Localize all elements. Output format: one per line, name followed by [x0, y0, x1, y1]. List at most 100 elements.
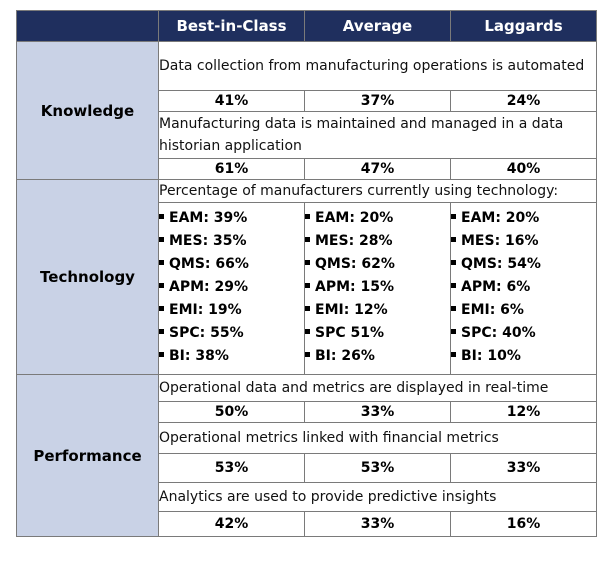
col-header-average: Average — [304, 10, 451, 42]
bullet-icon — [159, 259, 164, 265]
value-best-in-class: 50% — [158, 401, 305, 423]
tech-item: EMI: 12% — [305, 299, 450, 322]
metric-text: Operational data and metrics are display… — [158, 374, 597, 402]
value-best-in-class: 61% — [158, 158, 305, 180]
bullet-icon — [305, 236, 310, 242]
bullet-icon — [159, 236, 164, 242]
comparison-table: Best-in-Class Average Laggards Knowledge… — [16, 10, 597, 537]
category-performance: Performance — [16, 374, 159, 537]
tech-item-text: QMS: 62% — [315, 256, 395, 272]
value-laggards: 12% — [450, 401, 597, 423]
tech-item: SPC: 40% — [451, 322, 596, 345]
tech-item-text: EAM: 39% — [169, 210, 248, 226]
tech-item: QMS: 54% — [451, 253, 596, 276]
tech-item: BI: 26% — [305, 345, 450, 368]
bullet-icon — [451, 213, 456, 219]
tech-item-text: EMI: 6% — [461, 302, 524, 318]
bullet-icon — [451, 236, 456, 242]
tech-item: SPC: 55% — [159, 322, 304, 345]
value-average: 37% — [304, 90, 451, 112]
bullet-icon — [305, 328, 310, 334]
tech-item: MES: 16% — [451, 230, 596, 253]
tech-item-text: APM: 6% — [461, 279, 531, 295]
value-laggards: 40% — [450, 158, 597, 180]
col-header-best-in-class: Best-in-Class — [158, 10, 305, 42]
tech-item: MES: 35% — [159, 230, 304, 253]
tech-item-text: QMS: 66% — [169, 256, 249, 272]
col-header-laggards: Laggards — [450, 10, 597, 42]
value-best-in-class: 41% — [158, 90, 305, 112]
category-technology: Technology — [16, 179, 159, 375]
metric-text: Manufacturing data is maintained and man… — [158, 111, 597, 159]
value-laggards: 16% — [450, 511, 597, 537]
bullet-icon — [305, 213, 310, 219]
value-laggards: 24% — [450, 90, 597, 112]
tech-item-text: QMS: 54% — [461, 256, 541, 272]
value-best-in-class: 53% — [158, 453, 305, 483]
tech-item-text: APM: 29% — [169, 279, 249, 295]
metric-text: Operational metrics linked with financia… — [158, 422, 597, 454]
value-best-in-class: 42% — [158, 511, 305, 537]
bullet-icon — [305, 259, 310, 265]
performance-metric-row-1: Performance Operational data and metrics… — [16, 374, 597, 537]
tech-item-text: BI: 26% — [315, 348, 375, 364]
header-corner — [16, 10, 159, 42]
tech-item: APM: 6% — [451, 276, 596, 299]
tech-item: EAM: 39% — [159, 207, 304, 230]
bullet-icon — [159, 328, 164, 334]
knowledge-metric-row-2: Manufacturing data is maintained and man… — [17, 111, 597, 159]
tech-list: EAM: 20% MES: 16% QMS: 54% APM: 6% EMI: … — [451, 207, 596, 368]
tech-item-text: APM: 15% — [315, 279, 395, 295]
technology-metric-row: Technology Percentage of manufacturers c… — [16, 179, 597, 375]
tech-item-text: MES: 35% — [169, 233, 247, 249]
performance-metric-row-2: Operational metrics linked with financia… — [17, 422, 597, 454]
bullet-icon — [159, 351, 164, 357]
tech-item-text: EMI: 19% — [169, 302, 242, 318]
tech-item-text: MES: 16% — [461, 233, 539, 249]
tech-list: EAM: 39% MES: 35% QMS: 66% APM: 29% EMI:… — [159, 207, 304, 368]
bullet-icon — [159, 213, 164, 219]
tech-list-average: EAM: 20% MES: 28% QMS: 62% APM: 15% EMI:… — [304, 202, 451, 375]
bullet-icon — [159, 282, 164, 288]
tech-item: QMS: 62% — [305, 253, 450, 276]
tech-item-text: MES: 28% — [315, 233, 393, 249]
bullet-icon — [305, 351, 310, 357]
tech-item: QMS: 66% — [159, 253, 304, 276]
tech-item: EMI: 19% — [159, 299, 304, 322]
tech-item: SPC 51% — [305, 322, 450, 345]
tech-item: MES: 28% — [305, 230, 450, 253]
tech-item-text: BI: 38% — [169, 348, 229, 364]
metric-text: Analytics are used to provide predictive… — [158, 482, 597, 512]
value-average: 47% — [304, 158, 451, 180]
value-average: 53% — [304, 453, 451, 483]
tech-item: EAM: 20% — [305, 207, 450, 230]
bullet-icon — [159, 305, 164, 311]
value-average: 33% — [304, 511, 451, 537]
bullet-icon — [305, 282, 310, 288]
performance-value-row-1: 50% 33% 12% — [17, 401, 597, 423]
tech-item-text: EAM: 20% — [315, 210, 394, 226]
performance-metric-row-3: Analytics are used to provide predictive… — [17, 482, 597, 512]
bullet-icon — [451, 259, 456, 265]
tech-item-text: SPC: 55% — [169, 325, 244, 341]
tech-item: APM: 29% — [159, 276, 304, 299]
knowledge-value-row-2: 61% 47% 40% — [17, 158, 597, 180]
bullet-icon — [451, 282, 456, 288]
value-average: 33% — [304, 401, 451, 423]
tech-item-text: BI: 10% — [461, 348, 521, 364]
tech-list: EAM: 20% MES: 28% QMS: 62% APM: 15% EMI:… — [305, 207, 450, 368]
value-laggards: 33% — [450, 453, 597, 483]
tech-item-text: SPC: 40% — [461, 325, 536, 341]
tech-list-best-in-class: EAM: 39% MES: 35% QMS: 66% APM: 29% EMI:… — [158, 202, 305, 375]
bullet-icon — [305, 305, 310, 311]
bullet-icon — [451, 328, 456, 334]
tech-item-text: EMI: 12% — [315, 302, 388, 318]
category-knowledge: Knowledge — [16, 41, 159, 180]
tech-list-laggards: EAM: 20% MES: 16% QMS: 54% APM: 6% EMI: … — [450, 202, 597, 375]
tech-item-text: EAM: 20% — [461, 210, 540, 226]
tech-item: BI: 38% — [159, 345, 304, 368]
bullet-icon — [451, 351, 456, 357]
knowledge-metric-row-1: Knowledge Data collection from manufactu… — [16, 41, 597, 180]
tech-item: EAM: 20% — [451, 207, 596, 230]
tech-item: APM: 15% — [305, 276, 450, 299]
